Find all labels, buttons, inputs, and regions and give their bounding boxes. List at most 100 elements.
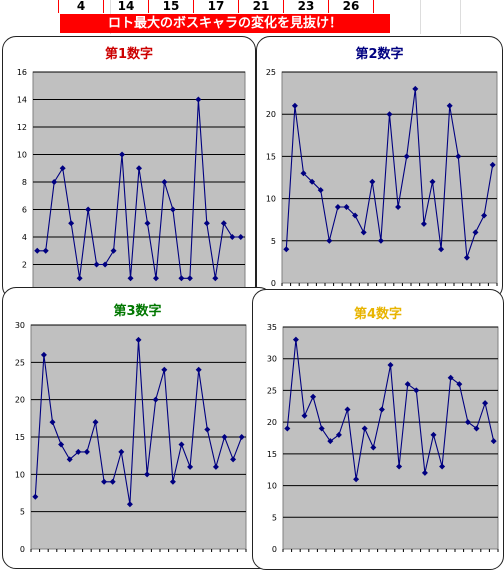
data-point xyxy=(195,96,202,103)
data-point xyxy=(220,220,227,227)
data-point xyxy=(178,441,185,448)
data-point xyxy=(187,463,194,470)
data-point xyxy=(144,220,151,227)
line-chart: 第2数字 0 5 10 15 20 25 xyxy=(266,46,498,288)
y-tick-label: 10 xyxy=(17,151,27,160)
data-point xyxy=(439,463,446,470)
data-point xyxy=(83,448,90,455)
data-point xyxy=(455,153,462,160)
y-tick-label: 5 xyxy=(20,508,25,517)
chart-title: 第1数字 xyxy=(105,46,153,62)
y-tick-label: 30 xyxy=(15,321,25,330)
data-point xyxy=(85,206,92,213)
y-tick-label: 2 xyxy=(22,261,27,270)
cell-gridline xyxy=(460,0,461,34)
data-point xyxy=(144,471,151,478)
chart-title: 第3数字 xyxy=(113,303,161,319)
data-point xyxy=(291,102,298,109)
data-point xyxy=(327,438,334,445)
data-point xyxy=(438,246,445,253)
data-point xyxy=(456,381,463,388)
winning-number-cell: 21 xyxy=(238,0,284,13)
data-point xyxy=(421,469,428,476)
data-point xyxy=(403,153,410,160)
y-tick-label: 25 xyxy=(266,68,276,77)
data-point xyxy=(395,204,402,211)
data-point xyxy=(152,396,159,403)
data-point xyxy=(178,275,185,282)
y-tick-label: 10 xyxy=(267,482,277,491)
data-point xyxy=(51,179,58,185)
y-tick-label: 20 xyxy=(15,396,25,405)
winning-number-cell: 15 xyxy=(148,0,194,13)
data-point xyxy=(481,212,488,219)
winning-number-cell: 23 xyxy=(283,0,329,13)
data-point xyxy=(75,448,82,455)
data-point xyxy=(161,366,168,373)
data-point xyxy=(119,151,126,158)
data-point xyxy=(110,247,117,254)
chart-title: 第2数字 xyxy=(355,46,403,62)
data-point xyxy=(387,362,394,369)
data-point xyxy=(326,237,333,244)
data-point xyxy=(212,463,219,470)
data-point xyxy=(343,204,350,211)
data-point xyxy=(292,336,299,343)
winning-number-cell: 17 xyxy=(193,0,239,13)
data-point xyxy=(284,425,291,432)
data-point xyxy=(169,478,176,485)
data-point xyxy=(378,406,385,413)
data-point xyxy=(195,366,202,373)
data-point xyxy=(482,400,489,407)
data-point xyxy=(204,426,211,433)
data-point xyxy=(58,441,65,448)
data-point xyxy=(344,406,351,413)
data-point xyxy=(309,178,316,185)
data-point xyxy=(370,444,377,451)
data-point xyxy=(136,165,142,172)
y-tick-label: 5 xyxy=(271,237,276,246)
data-point xyxy=(396,463,403,470)
data-point xyxy=(386,111,393,118)
data-point xyxy=(118,448,125,455)
data-point xyxy=(68,220,75,227)
data-point xyxy=(127,275,134,282)
data-point xyxy=(404,381,411,388)
data-point xyxy=(489,161,496,168)
y-tick-label: 30 xyxy=(267,355,277,364)
data-point xyxy=(92,419,99,426)
data-point xyxy=(447,374,454,381)
banner-title: ロト最大のボスキャラの変化を見抜け！ xyxy=(60,14,390,33)
data-point xyxy=(412,85,419,92)
data-point xyxy=(59,165,66,172)
data-point xyxy=(420,220,427,227)
y-tick-label: 35 xyxy=(267,323,277,332)
line-chart: 第3数字 0 5 10 15 20 25 30 xyxy=(15,303,247,554)
y-tick-label: 6 xyxy=(22,206,27,215)
data-point xyxy=(300,170,307,177)
y-tick-label: 20 xyxy=(267,418,277,427)
plot-area xyxy=(281,71,498,284)
data-point xyxy=(101,478,108,485)
data-point xyxy=(230,456,237,463)
data-point xyxy=(353,476,360,483)
data-point xyxy=(463,254,470,261)
data-point xyxy=(473,425,480,432)
cell-gridline xyxy=(420,0,421,34)
y-tick-label: 0 xyxy=(272,545,277,554)
chart-title: 第4数字 xyxy=(354,306,402,322)
y-tick-label: 4 xyxy=(22,233,27,242)
data-point xyxy=(361,425,368,432)
data-point xyxy=(161,179,168,185)
data-point xyxy=(152,275,159,282)
data-point xyxy=(446,102,453,109)
y-tick-label: 25 xyxy=(267,386,277,395)
data-point xyxy=(49,419,56,426)
winning-number-cell: 26 xyxy=(328,0,374,13)
data-point xyxy=(318,425,325,432)
data-point xyxy=(429,178,436,185)
data-point xyxy=(352,212,359,219)
data-point xyxy=(334,204,341,211)
line-chart: 第4数字 0 5 10 15 20 25 30 35 xyxy=(267,306,499,554)
data-point xyxy=(169,206,176,213)
